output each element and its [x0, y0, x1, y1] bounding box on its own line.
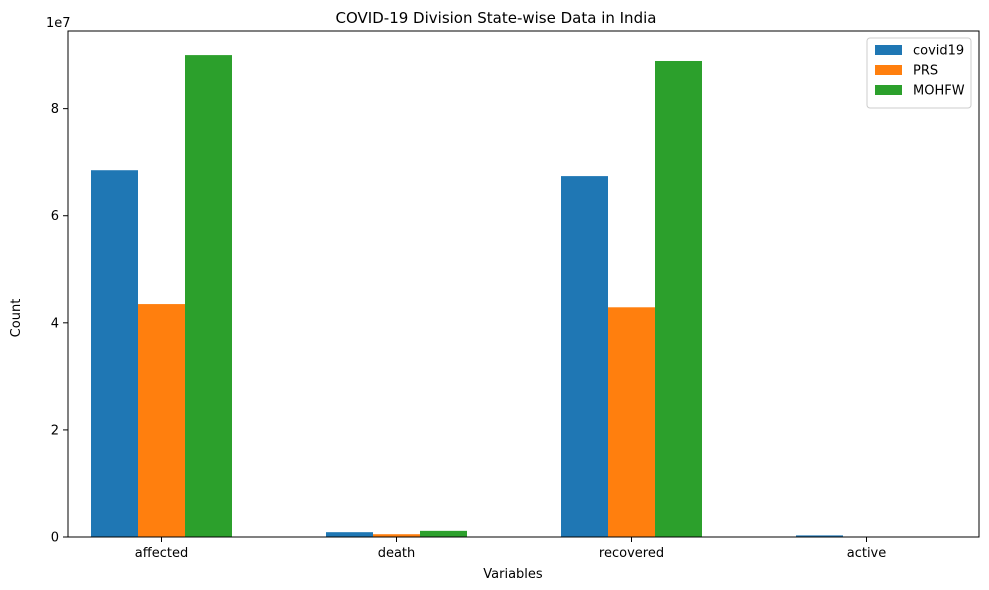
bar-covid19-active — [796, 535, 843, 537]
legend-label-covid19: covid19 — [913, 44, 964, 59]
bar-covid19-recovered — [561, 176, 608, 537]
y-axis-offset-label: 1e7 — [46, 16, 71, 31]
plot-frame — [67, 30, 980, 538]
x-tick-label-active: active — [847, 546, 887, 561]
legend-swatch-MOHFW — [875, 85, 902, 95]
y-tick-label: 0 — [51, 531, 59, 546]
axes-layer: 0 2 4 6 8 affected death recovered active — [51, 30, 980, 561]
legend: covid19 PRS MOHFW — [866, 37, 972, 109]
bar-MOHFW-affected — [185, 55, 232, 537]
bar-MOHFW-recovered — [655, 60, 702, 538]
y-axis-label: Count — [9, 299, 24, 338]
bar-covid19-death — [326, 532, 373, 537]
y-tick-label: 6 — [51, 209, 59, 224]
legend-label-PRS: PRS — [913, 64, 938, 79]
x-axis-label: Variables — [483, 567, 543, 582]
x-tick-label-death: death — [378, 546, 416, 561]
bar-covid19-affected — [91, 170, 138, 538]
bars-layer — [91, 55, 937, 538]
x-tick-label-recovered: recovered — [599, 546, 664, 561]
x-tick-label-affected: affected — [135, 546, 188, 561]
bar-PRS-death — [373, 534, 420, 537]
legend-swatch-covid19 — [875, 45, 902, 55]
bar-PRS-affected — [138, 304, 185, 537]
legend-swatch-PRS — [875, 65, 902, 75]
chart-title: COVID-19 Division State-wise Data in Ind… — [336, 9, 657, 27]
y-tick-label: 2 — [51, 423, 59, 438]
bar-MOHFW-death — [420, 530, 467, 537]
bar-PRS-recovered — [608, 307, 655, 537]
legend-label-MOHFW: MOHFW — [913, 84, 965, 99]
y-tick-label: 8 — [51, 102, 59, 117]
y-tick-label: 4 — [51, 316, 59, 331]
